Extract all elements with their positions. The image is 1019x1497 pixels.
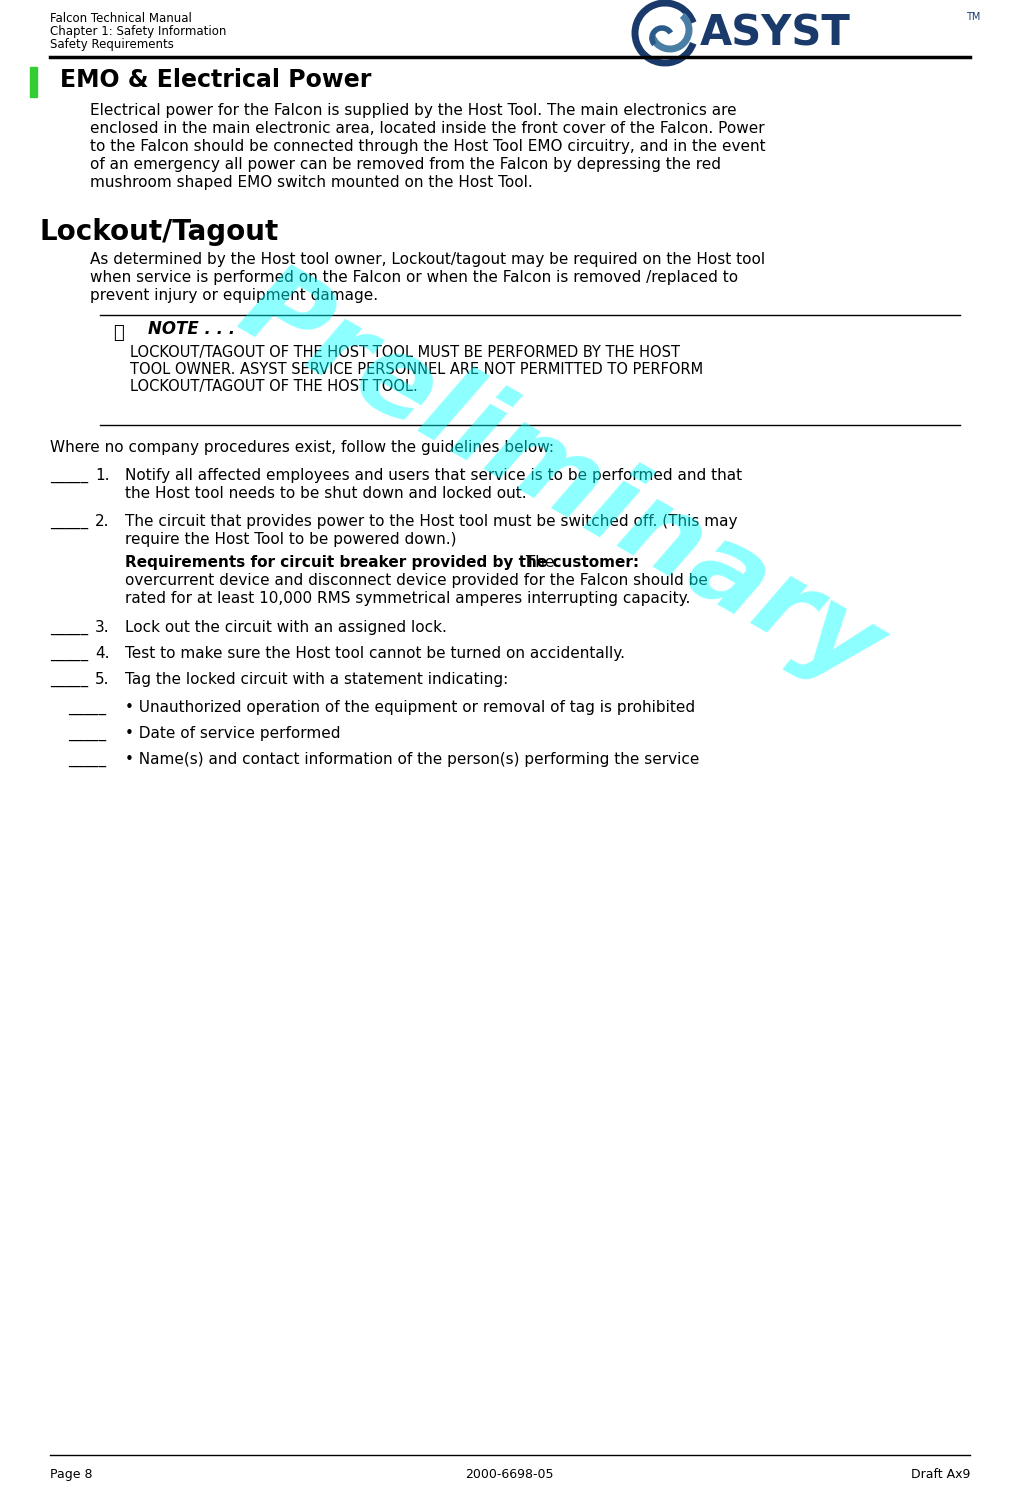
Text: _____: _____ xyxy=(68,701,106,716)
Text: Safety Requirements: Safety Requirements xyxy=(50,37,174,51)
Text: • Date of service performed: • Date of service performed xyxy=(125,726,340,741)
Text: Test to make sure the Host tool cannot be turned on accidentally.: Test to make sure the Host tool cannot b… xyxy=(125,647,625,662)
Text: TOOL OWNER. ASYST SERVICE PERSONNEL ARE NOT PERMITTED TO PERFORM: TOOL OWNER. ASYST SERVICE PERSONNEL ARE … xyxy=(130,362,703,377)
Text: • Unauthorized operation of the equipment or removal of tag is prohibited: • Unauthorized operation of the equipmen… xyxy=(125,701,695,716)
Text: rated for at least 10,000 RMS symmetrical amperes interrupting capacity.: rated for at least 10,000 RMS symmetrica… xyxy=(125,591,691,606)
Text: 4.: 4. xyxy=(95,647,109,662)
Text: LOCKOUT/TAGOUT OF THE HOST TOOL.: LOCKOUT/TAGOUT OF THE HOST TOOL. xyxy=(130,379,418,394)
Text: _____: _____ xyxy=(50,672,88,687)
Text: NOTE . . .: NOTE . . . xyxy=(148,320,235,338)
Text: 📝: 📝 xyxy=(113,323,123,341)
Text: Where no company procedures exist, follow the guidelines below:: Where no company procedures exist, follo… xyxy=(50,440,554,455)
Text: 5.: 5. xyxy=(95,672,109,687)
Text: LOCKOUT/TAGOUT OF THE HOST TOOL MUST BE PERFORMED BY THE HOST: LOCKOUT/TAGOUT OF THE HOST TOOL MUST BE … xyxy=(130,344,680,359)
Text: require the Host Tool to be powered down.): require the Host Tool to be powered down… xyxy=(125,531,457,546)
Text: Tag the locked circuit with a statement indicating:: Tag the locked circuit with a statement … xyxy=(125,672,508,687)
Text: Draft Ax9: Draft Ax9 xyxy=(911,1469,970,1481)
Text: Notify all affected employees and users that service is to be performed and that: Notify all affected employees and users … xyxy=(125,469,742,484)
Text: enclosed in the main electronic area, located inside the front cover of the Falc: enclosed in the main electronic area, lo… xyxy=(90,121,764,136)
Text: _____: _____ xyxy=(68,751,106,766)
Text: Electrical power for the Falcon is supplied by the Host Tool. The main electroni: Electrical power for the Falcon is suppl… xyxy=(90,103,737,118)
Text: ASYST: ASYST xyxy=(700,12,851,54)
Text: 3.: 3. xyxy=(95,620,110,635)
Text: the Host tool needs to be shut down and locked out.: the Host tool needs to be shut down and … xyxy=(125,487,527,501)
Text: _____: _____ xyxy=(50,647,88,662)
Text: The circuit that provides power to the Host tool must be switched off. (This may: The circuit that provides power to the H… xyxy=(125,513,738,528)
Text: _____: _____ xyxy=(50,469,88,484)
Text: As determined by the Host tool owner, Lockout/tagout may be required on the Host: As determined by the Host tool owner, Lo… xyxy=(90,251,765,266)
Text: Chapter 1: Safety Information: Chapter 1: Safety Information xyxy=(50,25,226,37)
Text: prevent injury or equipment damage.: prevent injury or equipment damage. xyxy=(90,287,378,302)
Text: _____: _____ xyxy=(50,513,88,528)
Text: of an emergency all power can be removed from the Falcon by depressing the red: of an emergency all power can be removed… xyxy=(90,157,721,172)
Text: Falcon Technical Manual: Falcon Technical Manual xyxy=(50,12,192,25)
Text: Preliminary: Preliminary xyxy=(221,253,899,707)
Text: The: The xyxy=(521,555,554,570)
Text: Lockout/Tagout: Lockout/Tagout xyxy=(40,219,279,246)
Text: _____: _____ xyxy=(50,620,88,635)
Text: 2000-6698-05: 2000-6698-05 xyxy=(466,1469,553,1481)
Text: EMO & Electrical Power: EMO & Electrical Power xyxy=(60,67,371,91)
Text: Requirements for circuit breaker provided by the customer:: Requirements for circuit breaker provide… xyxy=(125,555,639,570)
Text: overcurrent device and disconnect device provided for the Falcon should be: overcurrent device and disconnect device… xyxy=(125,573,708,588)
Text: 2.: 2. xyxy=(95,513,109,528)
Text: TM: TM xyxy=(966,12,980,22)
Text: _____: _____ xyxy=(68,726,106,741)
Text: mushroom shaped EMO switch mounted on the Host Tool.: mushroom shaped EMO switch mounted on th… xyxy=(90,175,533,190)
Text: Page 8: Page 8 xyxy=(50,1469,93,1481)
Text: • Name(s) and contact information of the person(s) performing the service: • Name(s) and contact information of the… xyxy=(125,751,699,766)
Bar xyxy=(30,67,37,97)
Text: Lock out the circuit with an assigned lock.: Lock out the circuit with an assigned lo… xyxy=(125,620,447,635)
Text: to the Falcon should be connected through the Host Tool EMO circuitry, and in th: to the Falcon should be connected throug… xyxy=(90,139,765,154)
Text: 1.: 1. xyxy=(95,469,109,484)
Text: when service is performed on the Falcon or when the Falcon is removed /replaced : when service is performed on the Falcon … xyxy=(90,269,738,284)
